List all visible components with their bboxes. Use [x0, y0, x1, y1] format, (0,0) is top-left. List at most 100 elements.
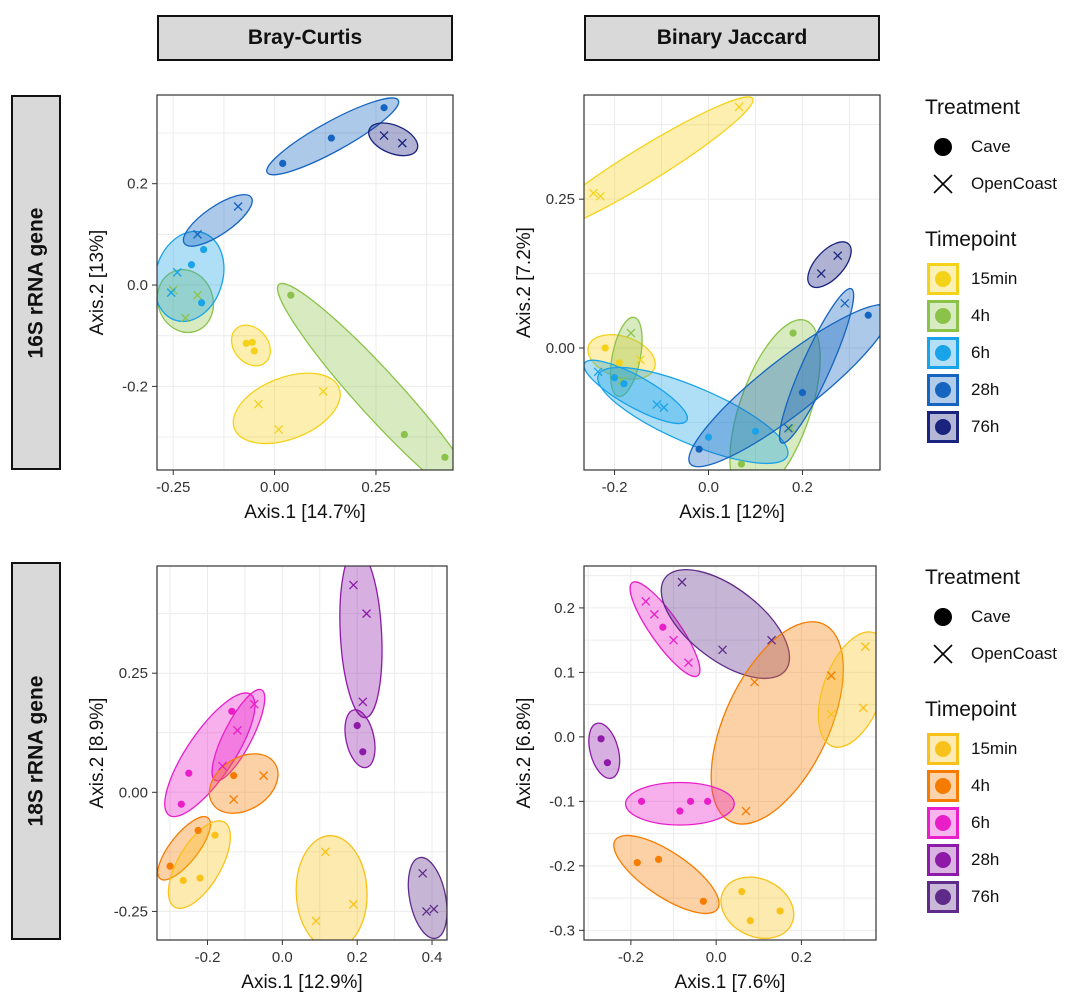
legend-16s-item-cave: Cave: [925, 128, 1057, 165]
x-axis-label: Axis.1 [7.6%]: [675, 972, 786, 993]
swatch-icon: [925, 335, 961, 371]
point-cave-6h: [187, 261, 196, 269]
ellipse-76h: [660, 568, 791, 680]
point-opencoast-15min: [826, 709, 836, 719]
point-opencoast-4h: [826, 671, 836, 681]
point-opencoast-76h: [421, 906, 431, 916]
point-opencoast-76h: [397, 138, 407, 148]
point-opencoast-4h: [193, 290, 203, 300]
point-opencoast-28h: [362, 609, 372, 619]
point-opencoast-28h: [193, 229, 203, 239]
plot-frame: [156, 565, 448, 941]
x-tick-label: -0.25: [156, 479, 190, 496]
ellipse-76h: [407, 856, 447, 940]
point-opencoast-15min: [860, 642, 870, 652]
panel-0: -0.25 0.00 0.25 -0.2 0.0 0.2 Axis.1 [14.7%] Axi…: [87, 94, 454, 523]
point-opencoast-76h: [833, 251, 843, 261]
x-tick-label: 0.25: [361, 479, 390, 496]
point-opencoast-28h: [358, 697, 368, 707]
y-tick-label: 0.25: [119, 665, 148, 682]
point-cave-4h: [230, 772, 238, 780]
point-opencoast-6h: [641, 597, 651, 606]
point-cave-15min: [615, 359, 623, 367]
point-opencoast-15min: [320, 847, 330, 857]
point-opencoast-76h: [418, 868, 428, 878]
ellipse-4h: [613, 834, 720, 915]
legend-18s-opencoast-label: OpenCoast: [971, 643, 1057, 663]
x-tick-label: -0.2: [618, 949, 644, 966]
x-tick-label: -0.2: [602, 479, 628, 496]
point-opencoast-28h: [233, 202, 243, 211]
legend-timepoint-6h: 6h: [925, 804, 1057, 841]
plot-frame: [156, 94, 454, 471]
ellipse-15min: [584, 96, 754, 235]
panel-2: -0.2 0.0 0.2 0.4 -0.25 0.00 0.25 Axis.1 [12.9%]…: [87, 565, 448, 993]
point-cave-6h: [198, 299, 206, 307]
legend-timepoint-label: 15min: [971, 738, 1018, 758]
point-opencoast-15min: [348, 899, 358, 909]
legend-16s-cave-label: Cave: [971, 136, 1011, 156]
swatch-icon: [925, 261, 961, 297]
y-tick-label: 0.00: [546, 340, 575, 357]
x-tick-label: 0.2: [792, 479, 813, 496]
panel-3: -0.2 0.0 0.2 -0.3 -0.2 -0.1 0.0 0.1 0.2 Axis.1 [7…: [514, 565, 877, 993]
legend-18s-cave-label: Cave: [971, 606, 1011, 626]
legend-18s-item-cave: Cave: [925, 598, 1057, 635]
point-cave-4h: [633, 859, 641, 867]
plot-background: [584, 566, 876, 940]
swatch-icon: [925, 298, 961, 334]
x-axis-label: Axis.1 [12%]: [679, 502, 785, 523]
point-opencoast-15min: [635, 355, 645, 365]
point-cave-15min: [211, 831, 219, 839]
facet-header-bray-curtis: Bray-Curtis: [157, 15, 453, 61]
point-opencoast-6h: [166, 288, 176, 298]
y-axis-label: Axis.2 [6.8%]: [514, 698, 535, 809]
y-tick-label: 0.0: [554, 729, 575, 746]
ellipse-28h: [588, 722, 621, 780]
panel-1: -0.2 0.0 0.2 0.00 0.25 Axis.1 [12%] Axis.2 [7.…: [514, 94, 881, 523]
y-tick-label: 0.25: [546, 191, 575, 208]
ellipse-6h: [157, 230, 225, 323]
point-opencoast-4h: [626, 328, 636, 338]
point-cave-4h: [166, 862, 174, 870]
ellipse-28h: [182, 194, 253, 247]
ellipse-28h: [778, 287, 855, 444]
ellipse-6h: [211, 688, 266, 782]
point-opencoast-6h: [593, 367, 603, 377]
gridlines: [584, 566, 876, 940]
point-opencoast-15min: [318, 386, 328, 396]
legend-timepoint-76h: 76h: [925, 408, 1057, 445]
point-opencoast-28h: [348, 580, 358, 590]
point-cave-4h: [441, 453, 449, 461]
y-tick-label: -0.2: [122, 378, 148, 395]
swatch-icon: [925, 731, 961, 767]
point-cave-28h: [327, 134, 335, 142]
cross-icon: [925, 166, 961, 202]
cross-icon: [925, 636, 961, 672]
swatch-icon: [925, 372, 961, 408]
x-tick-label: 0.0: [272, 949, 293, 966]
ellipse-15min: [167, 820, 232, 910]
ellipse-28h: [344, 709, 376, 769]
point-opencoast-76h: [816, 269, 826, 279]
legend-timepoint-28h: 28h: [925, 841, 1057, 878]
point-opencoast-15min: [588, 188, 598, 198]
legend-timepoint-label: 4h: [971, 305, 990, 325]
legend-timepoint-4h: 4h: [925, 767, 1057, 804]
point-cave-4h: [654, 855, 663, 863]
point-cave-28h: [353, 722, 361, 730]
facet-header-binary-jaccard: Binary Jaccard: [584, 15, 880, 61]
x-axis-label: Axis.1 [14.7%]: [244, 502, 365, 523]
ellipse-4h: [729, 319, 821, 470]
point-opencoast-4h: [750, 677, 759, 687]
point-cave-28h: [380, 104, 388, 112]
legend-timepoint-28h: 28h: [925, 371, 1057, 408]
point-cave-28h: [597, 735, 605, 743]
point-opencoast-4h: [229, 794, 239, 804]
legend-timepoint-label: 6h: [971, 812, 990, 832]
point-cave-28h: [798, 389, 807, 397]
y-tick-label: -0.25: [114, 903, 148, 920]
y-tick-label: -0.2: [549, 858, 575, 875]
point-opencoast-6h: [218, 761, 227, 771]
y-tick-label: 0.2: [127, 176, 148, 193]
